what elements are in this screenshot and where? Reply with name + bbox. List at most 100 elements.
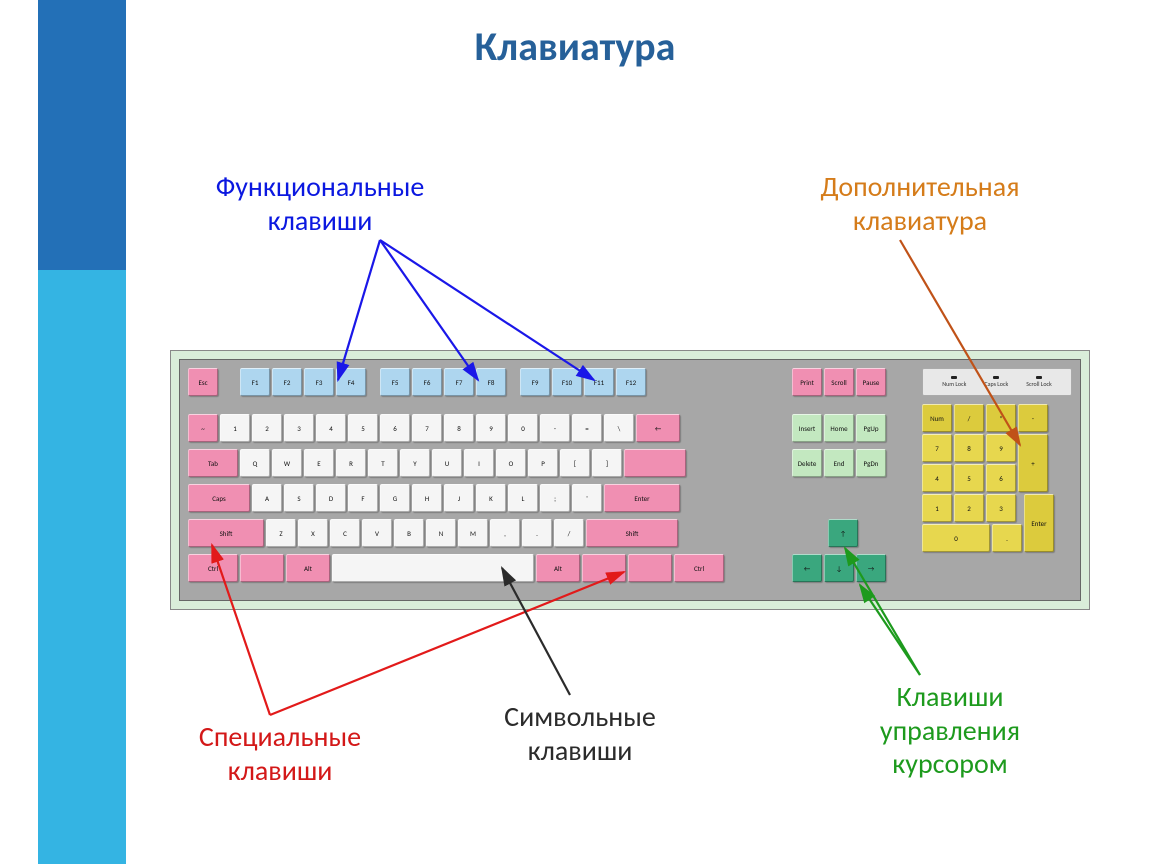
key: 6: [986, 464, 1016, 492]
key: .: [992, 524, 1022, 552]
key: M: [458, 519, 488, 547]
key: F11: [584, 368, 614, 396]
keyboard-numpad-block: Num LockCaps LockScroll LockNum/*-789456…: [922, 368, 1072, 592]
key: J: [444, 484, 474, 512]
key: F4: [336, 368, 366, 396]
key: ←: [792, 554, 822, 582]
key: R: [336, 449, 366, 477]
key: Scroll: [824, 368, 854, 396]
key: Z: [266, 519, 296, 547]
key: 5: [348, 414, 378, 442]
key: [624, 449, 686, 477]
key: Shift: [188, 519, 264, 547]
key: /: [954, 404, 984, 432]
key: +: [1018, 434, 1048, 492]
key: End: [824, 449, 854, 477]
keyboard-body: EscF1F2F3F4F5F6F7F8F9F10F11F12~123456789…: [179, 359, 1081, 601]
key: 4: [922, 464, 952, 492]
key: 7: [922, 434, 952, 462]
key: ←: [636, 414, 680, 442]
key: 4: [316, 414, 346, 442]
key: Ctrl: [188, 554, 238, 582]
key: PgDn: [856, 449, 886, 477]
key: X: [298, 519, 328, 547]
key: 9: [986, 434, 1016, 462]
key: 8: [954, 434, 984, 462]
key: F9: [520, 368, 550, 396]
keyboard-main-block: EscF1F2F3F4F5F6F7F8F9F10F11F12~123456789…: [188, 368, 778, 592]
key: [240, 554, 284, 582]
key: F3: [304, 368, 334, 396]
key: T: [368, 449, 398, 477]
key: 0: [922, 524, 990, 552]
key: ]: [592, 449, 622, 477]
key: Y: [400, 449, 430, 477]
key: Home: [824, 414, 854, 442]
key: F7: [444, 368, 474, 396]
key: Num: [922, 404, 952, 432]
key: V: [362, 519, 392, 547]
key: Tab: [188, 449, 238, 477]
key: Delete: [792, 449, 822, 477]
key: 8: [444, 414, 474, 442]
key: [: [560, 449, 590, 477]
key: Print: [792, 368, 822, 396]
key: F1: [240, 368, 270, 396]
key: ;: [540, 484, 570, 512]
key: Enter: [604, 484, 680, 512]
key: 3: [284, 414, 314, 442]
page-title: Клавиатура: [0, 22, 1150, 71]
key: →: [856, 554, 886, 582]
keyboard-nav-block: PrintScrollPauseInsertHomePgUpDeleteEndP…: [792, 368, 904, 592]
label-additional: Дополнительнаяклавиатура: [770, 170, 1070, 237]
key: C: [330, 519, 360, 547]
key: 3: [986, 494, 1016, 522]
key: PgUp: [856, 414, 886, 442]
key: W: [272, 449, 302, 477]
label-symbolic: Символьныеклавиши: [450, 700, 710, 767]
key: .: [522, 519, 552, 547]
key: 1: [220, 414, 250, 442]
key: E: [304, 449, 334, 477]
key: Alt: [286, 554, 330, 582]
key: ,: [490, 519, 520, 547]
key: F5: [380, 368, 410, 396]
key: I: [464, 449, 494, 477]
key: ↓: [824, 554, 854, 582]
key: Insert: [792, 414, 822, 442]
key: H: [412, 484, 442, 512]
key: 2: [252, 414, 282, 442]
label-functional: Функциональныеклавиши: [170, 170, 470, 237]
key: 1: [922, 494, 952, 522]
key: Enter: [1024, 494, 1054, 552]
key: F2: [272, 368, 302, 396]
key: F12: [616, 368, 646, 396]
key: 6: [380, 414, 410, 442]
key: [332, 554, 534, 582]
key: -: [540, 414, 570, 442]
key: /: [554, 519, 584, 547]
key: F10: [552, 368, 582, 396]
key: N: [426, 519, 456, 547]
key: Ctrl: [674, 554, 724, 582]
key: Esc: [188, 368, 218, 396]
sidebar-light-stripe: [38, 270, 126, 864]
key: *: [986, 404, 1016, 432]
key: 9: [476, 414, 506, 442]
key: Shift: [586, 519, 678, 547]
key: L: [508, 484, 538, 512]
key: Caps: [188, 484, 250, 512]
key: Alt: [536, 554, 580, 582]
key: ~: [188, 414, 218, 442]
key: [628, 554, 672, 582]
key: F6: [412, 368, 442, 396]
key: Q: [240, 449, 270, 477]
key: K: [476, 484, 506, 512]
key: 2: [954, 494, 984, 522]
label-special: Специальныеклавиши: [150, 720, 410, 787]
key: G: [380, 484, 410, 512]
key: ↑: [828, 519, 858, 547]
key: F8: [476, 368, 506, 396]
key: \: [604, 414, 634, 442]
key: S: [284, 484, 314, 512]
